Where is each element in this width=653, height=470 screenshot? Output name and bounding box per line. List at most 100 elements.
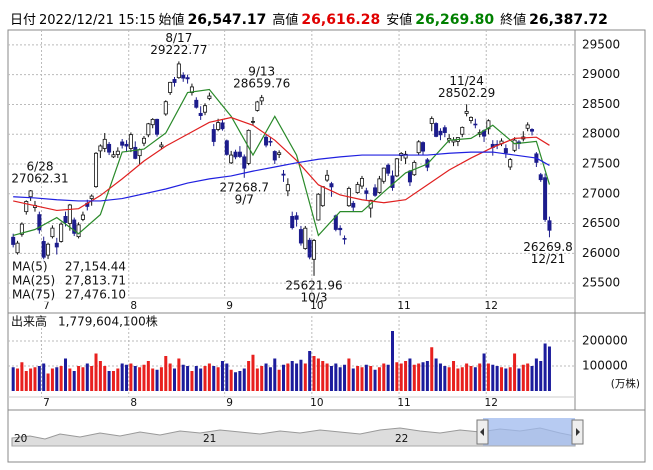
unit-label: (万株): [611, 377, 640, 390]
volume-bar: [125, 364, 129, 391]
legend-name: MA(5): [12, 260, 48, 274]
legend-name: MA(75): [12, 288, 55, 302]
field-label: 終値: [500, 13, 527, 28]
volume-bar: [495, 366, 499, 391]
volume-bar: [360, 367, 364, 391]
volume-bar: [33, 367, 37, 391]
candle-body: [107, 143, 112, 153]
candle-body: [37, 214, 42, 231]
candle-body: [146, 123, 151, 136]
candle-body: [547, 220, 552, 231]
volume-bar: [343, 364, 347, 391]
volume-bar: [417, 363, 421, 391]
candle-body: [220, 122, 225, 130]
x-tick-label: 10: [310, 397, 323, 409]
candle-body: [150, 118, 155, 126]
candle-body: [172, 79, 177, 83]
annotation-value: 28502.29: [438, 86, 495, 100]
y-tick-label: 27000: [582, 186, 620, 200]
candle-body: [434, 123, 439, 137]
volume-bar: [273, 358, 277, 391]
volume-bar: [377, 367, 381, 391]
candle-body: [538, 174, 543, 181]
volume-bar: [168, 363, 172, 391]
volume-bar: [482, 353, 486, 391]
candle-body: [194, 99, 199, 108]
volume-bar: [356, 366, 360, 391]
volume-bar: [425, 361, 429, 391]
candle-body: [133, 146, 138, 159]
candle-body: [264, 136, 269, 146]
volume-bar: [543, 343, 547, 391]
candle-body: [407, 170, 412, 183]
navigator-label: 22: [395, 433, 408, 445]
handle-arrow: [480, 428, 484, 436]
volume-bar: [391, 331, 394, 391]
volume-bar: [220, 361, 224, 391]
volume-bar: [164, 356, 168, 391]
y-tick-label: 100000: [582, 359, 628, 373]
annotation-value: 26269.8: [523, 240, 573, 254]
x-tick-label: 8: [130, 397, 137, 409]
volume-bar: [430, 347, 434, 391]
volume-bar: [373, 369, 377, 391]
candle-body: [115, 150, 120, 155]
y-tick-label: 29000: [582, 67, 620, 81]
candle-body: [63, 216, 68, 223]
candle-body: [128, 134, 133, 149]
volume-bar: [268, 367, 272, 391]
volume-bar: [500, 367, 503, 391]
volume-bar: [443, 366, 447, 391]
y-tick-label: 28000: [582, 127, 620, 141]
candle-body: [102, 138, 107, 149]
candle-body: [233, 151, 238, 158]
candle-body: [351, 202, 356, 208]
field-value: 26,387.72: [529, 12, 608, 28]
volume-bar: [456, 368, 460, 391]
candle-body: [460, 126, 465, 135]
y-tick-label: 200000: [582, 334, 628, 348]
candle-body: [224, 140, 229, 155]
candle-body: [468, 116, 473, 121]
candle-body: [59, 223, 64, 242]
candle-body: [15, 242, 20, 254]
volume-bar: [251, 354, 255, 391]
legend-box: [10, 259, 128, 302]
candle-body: [359, 178, 364, 187]
candle-body: [259, 97, 264, 102]
candle-body: [268, 140, 273, 143]
candle-body: [111, 154, 116, 158]
candle-body: [543, 177, 548, 220]
y-tick-label: 25500: [582, 276, 620, 290]
candle-body: [255, 101, 260, 111]
x-tick-label: 10: [310, 300, 323, 312]
annotation-date: 10/3: [301, 290, 328, 304]
candle-body: [141, 137, 146, 144]
x-tick-label: 9: [226, 397, 233, 409]
volume-bar: [64, 358, 67, 391]
volume-bar: [181, 364, 185, 391]
candle-body: [181, 74, 186, 79]
navigator-selection[interactable]: [483, 418, 575, 446]
volume-bar: [90, 366, 94, 391]
candle-body: [80, 214, 85, 220]
header: 日付 2022/12/21 15:15 始値 26,547.17 高値 26,616.28…: [10, 9, 614, 28]
volume-bar: [255, 368, 259, 391]
candle-body: [124, 143, 129, 147]
candle-body: [290, 216, 295, 229]
annotation-date: 11/24: [449, 74, 484, 88]
candle-body: [320, 186, 325, 207]
x-tick-label: 12: [485, 397, 498, 409]
candle-body: [24, 201, 29, 213]
volume-bar: [316, 358, 320, 391]
candle-body: [89, 195, 94, 199]
candle-body: [120, 141, 125, 146]
candle-body: [486, 120, 491, 130]
y-tick-label: 26000: [582, 246, 620, 260]
legend-value: 27,476.10: [65, 288, 126, 302]
field-value: 26,269.80: [415, 12, 495, 28]
candle-body: [50, 227, 55, 238]
volume-bar: [72, 371, 76, 391]
volume-bar: [37, 366, 41, 391]
